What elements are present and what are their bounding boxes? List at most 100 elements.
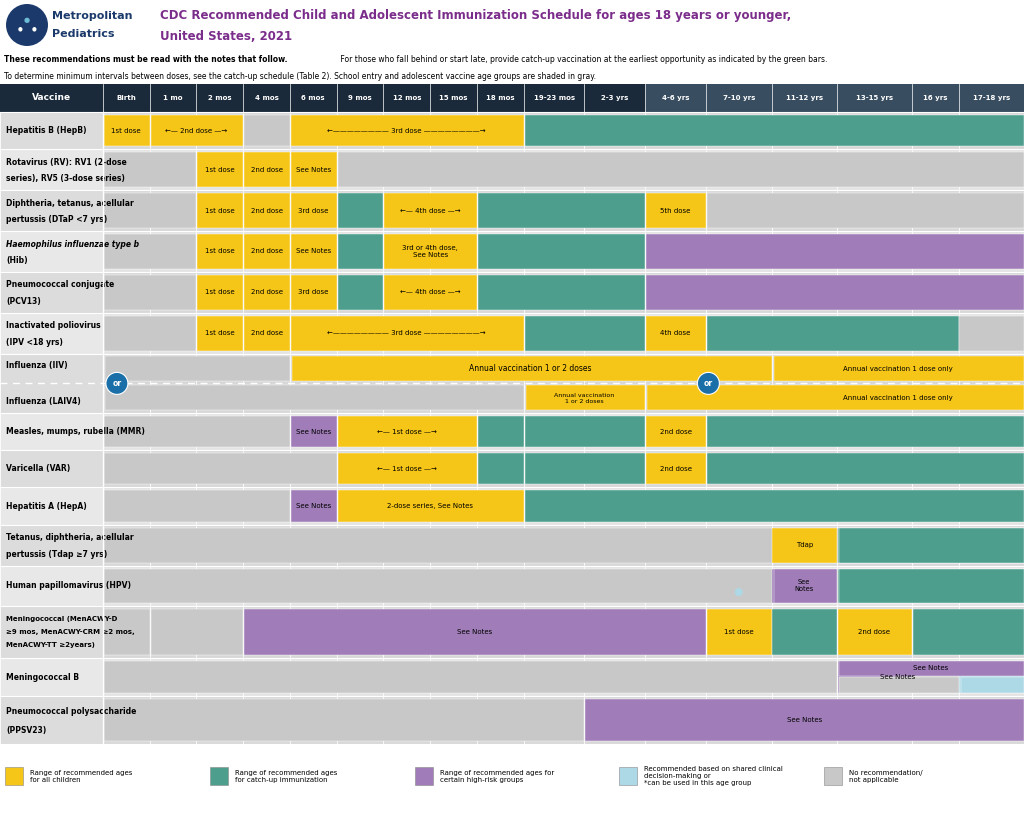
Bar [103, 115, 150, 146]
Bar [103, 610, 150, 655]
Bar [706, 696, 771, 744]
Bar [646, 454, 706, 485]
Bar [837, 525, 911, 565]
Bar [0, 525, 102, 565]
Text: See
Notes: See Notes [795, 579, 814, 592]
Bar [243, 149, 290, 190]
Circle shape [697, 372, 720, 394]
Bar [645, 659, 706, 696]
Text: To determine minimum intervals between doses, see the catch-up schedule (Table 2: To determine minimum intervals between d… [4, 72, 596, 81]
Bar [430, 231, 477, 272]
Bar [430, 272, 477, 313]
Bar [243, 84, 290, 112]
Bar [620, 767, 637, 785]
Bar [337, 112, 383, 149]
Bar [958, 413, 1024, 450]
Bar [645, 353, 706, 413]
Text: Range of recommended ages for
certain high-risk groups: Range of recommended ages for certain hi… [439, 770, 554, 783]
Text: Birth: Birth [117, 95, 136, 101]
Bar [838, 528, 1024, 562]
Bar [837, 606, 911, 659]
Bar [706, 190, 771, 231]
Bar [477, 272, 523, 313]
Bar [585, 413, 645, 450]
Bar [102, 659, 150, 696]
Bar [477, 450, 523, 487]
Text: 3rd or 4th dose,
See Notes: 3rd or 4th dose, See Notes [402, 245, 458, 258]
Bar [706, 149, 771, 190]
Bar [102, 487, 150, 525]
Text: ←— 1st dose —→: ←— 1st dose —→ [377, 428, 436, 435]
Bar [430, 450, 477, 487]
Bar [337, 231, 383, 272]
Bar [102, 606, 150, 659]
Bar [706, 487, 771, 525]
Bar [338, 152, 1024, 187]
Bar [430, 525, 477, 565]
Bar [837, 450, 911, 487]
Text: CDC Recommended Child and Adolescent Immunization Schedule for ages 18 years or : CDC Recommended Child and Adolescent Imm… [160, 10, 792, 23]
Bar [647, 385, 1024, 410]
Bar [384, 193, 477, 228]
Text: See Notes: See Notes [296, 248, 331, 255]
Bar [585, 231, 645, 272]
Bar [911, 487, 958, 525]
Bar [706, 84, 771, 112]
Bar [477, 353, 523, 413]
Bar [837, 659, 911, 696]
Bar [430, 565, 477, 606]
Bar [477, 149, 523, 190]
Text: 1st dose: 1st dose [724, 629, 754, 636]
Bar [291, 115, 523, 146]
Bar [523, 565, 585, 606]
Bar [523, 606, 585, 659]
Bar [839, 569, 1024, 604]
Bar [290, 487, 337, 525]
Bar [0, 313, 102, 353]
Bar [646, 416, 706, 447]
Bar [706, 413, 771, 450]
Bar [291, 234, 337, 268]
Text: Range of recommended ages
for all children: Range of recommended ages for all childr… [30, 770, 132, 783]
Bar [243, 272, 290, 313]
Bar [103, 528, 1024, 562]
Bar [291, 152, 337, 187]
Bar [0, 696, 102, 744]
Bar [384, 234, 477, 268]
Bar [837, 313, 911, 353]
Bar [383, 353, 430, 413]
Bar [151, 610, 243, 655]
Bar [911, 525, 958, 565]
Bar [706, 313, 771, 353]
Text: For those who fall behind or start late, provide catch-up vaccination at the ear: For those who fall behind or start late,… [338, 55, 827, 64]
Bar [103, 416, 290, 447]
Bar [243, 696, 290, 744]
Bar [523, 696, 585, 744]
Bar [197, 659, 243, 696]
Bar [585, 272, 645, 313]
Bar [337, 272, 383, 313]
Bar [771, 659, 837, 696]
Bar [337, 487, 383, 525]
Bar [383, 450, 430, 487]
Bar [771, 525, 837, 565]
Bar [103, 454, 337, 485]
Bar [523, 487, 585, 525]
Bar [771, 313, 837, 353]
Text: 3rd dose: 3rd dose [298, 207, 329, 214]
Text: Rotavirus (RV): RV1 (2-dose: Rotavirus (RV): RV1 (2-dose [6, 157, 127, 166]
Bar [773, 569, 837, 604]
Bar [244, 316, 290, 351]
Bar [383, 606, 430, 659]
Bar [197, 487, 243, 525]
Text: ●: ● [32, 26, 37, 32]
Bar [911, 659, 958, 696]
Bar [837, 413, 911, 450]
Text: ←———————— 3rd dose ————————→: ←———————— 3rd dose ————————→ [328, 330, 486, 336]
Bar [477, 84, 523, 112]
Bar [150, 413, 197, 450]
Bar [839, 677, 958, 693]
Bar [243, 313, 290, 353]
Bar [706, 606, 771, 659]
Bar [0, 231, 102, 272]
